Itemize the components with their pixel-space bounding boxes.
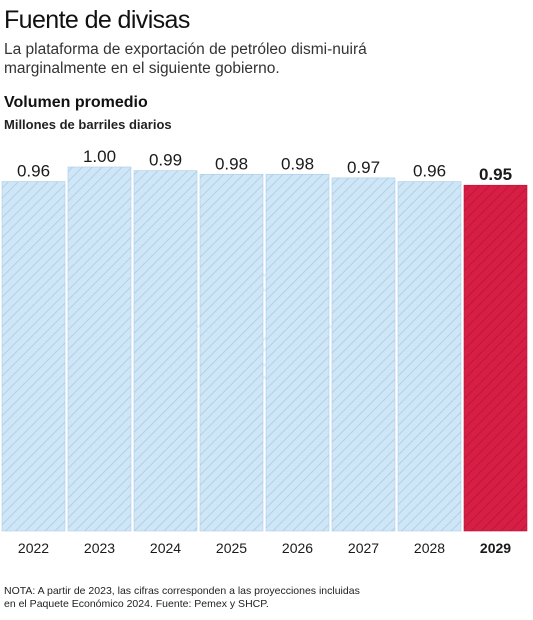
bar-2028 bbox=[397, 181, 462, 532]
value-label-2022: 0.96 bbox=[17, 162, 50, 181]
bar-2023 bbox=[67, 166, 132, 532]
page-title: Fuente de divisas bbox=[4, 6, 190, 34]
bar-2022 bbox=[1, 181, 66, 532]
category-label-2029: 2029 bbox=[480, 540, 511, 556]
value-label-2025: 0.98 bbox=[215, 154, 248, 173]
category-label-2026: 2026 bbox=[282, 540, 313, 556]
footnote: NOTA: A partir de 2023, las cifras corre… bbox=[4, 585, 360, 610]
value-label-2024: 0.99 bbox=[149, 151, 182, 170]
value-label-2028: 0.96 bbox=[413, 162, 446, 181]
bar-2027 bbox=[331, 177, 396, 532]
chart-unit-label: Millones de barriles diarios bbox=[4, 117, 172, 132]
category-label-2027: 2027 bbox=[348, 540, 379, 556]
bar-2024 bbox=[133, 170, 198, 532]
value-label-2027: 0.97 bbox=[347, 158, 380, 177]
category-label-2022: 2022 bbox=[18, 540, 49, 556]
bar-2029 bbox=[463, 184, 528, 532]
category-label-2023: 2023 bbox=[84, 540, 115, 556]
category-label-2024: 2024 bbox=[150, 540, 181, 556]
category-label-2028: 2028 bbox=[414, 540, 445, 556]
value-label-2026: 0.98 bbox=[281, 154, 314, 173]
chart-title: Volumen promedio bbox=[4, 94, 148, 111]
value-label-2029: 0.95 bbox=[479, 165, 512, 184]
bar-2025 bbox=[199, 173, 264, 532]
bar-chart: 0.96 1.00 0.99 0.98 0.98 0.97 0.96 0.95 2022 202… bbox=[1, 147, 528, 556]
value-label-2023: 1.00 bbox=[83, 147, 116, 166]
page-subtitle: La plataforma de exportación de petróleo… bbox=[4, 41, 367, 77]
category-label-2025: 2025 bbox=[216, 540, 247, 556]
bar-2026 bbox=[265, 173, 330, 532]
